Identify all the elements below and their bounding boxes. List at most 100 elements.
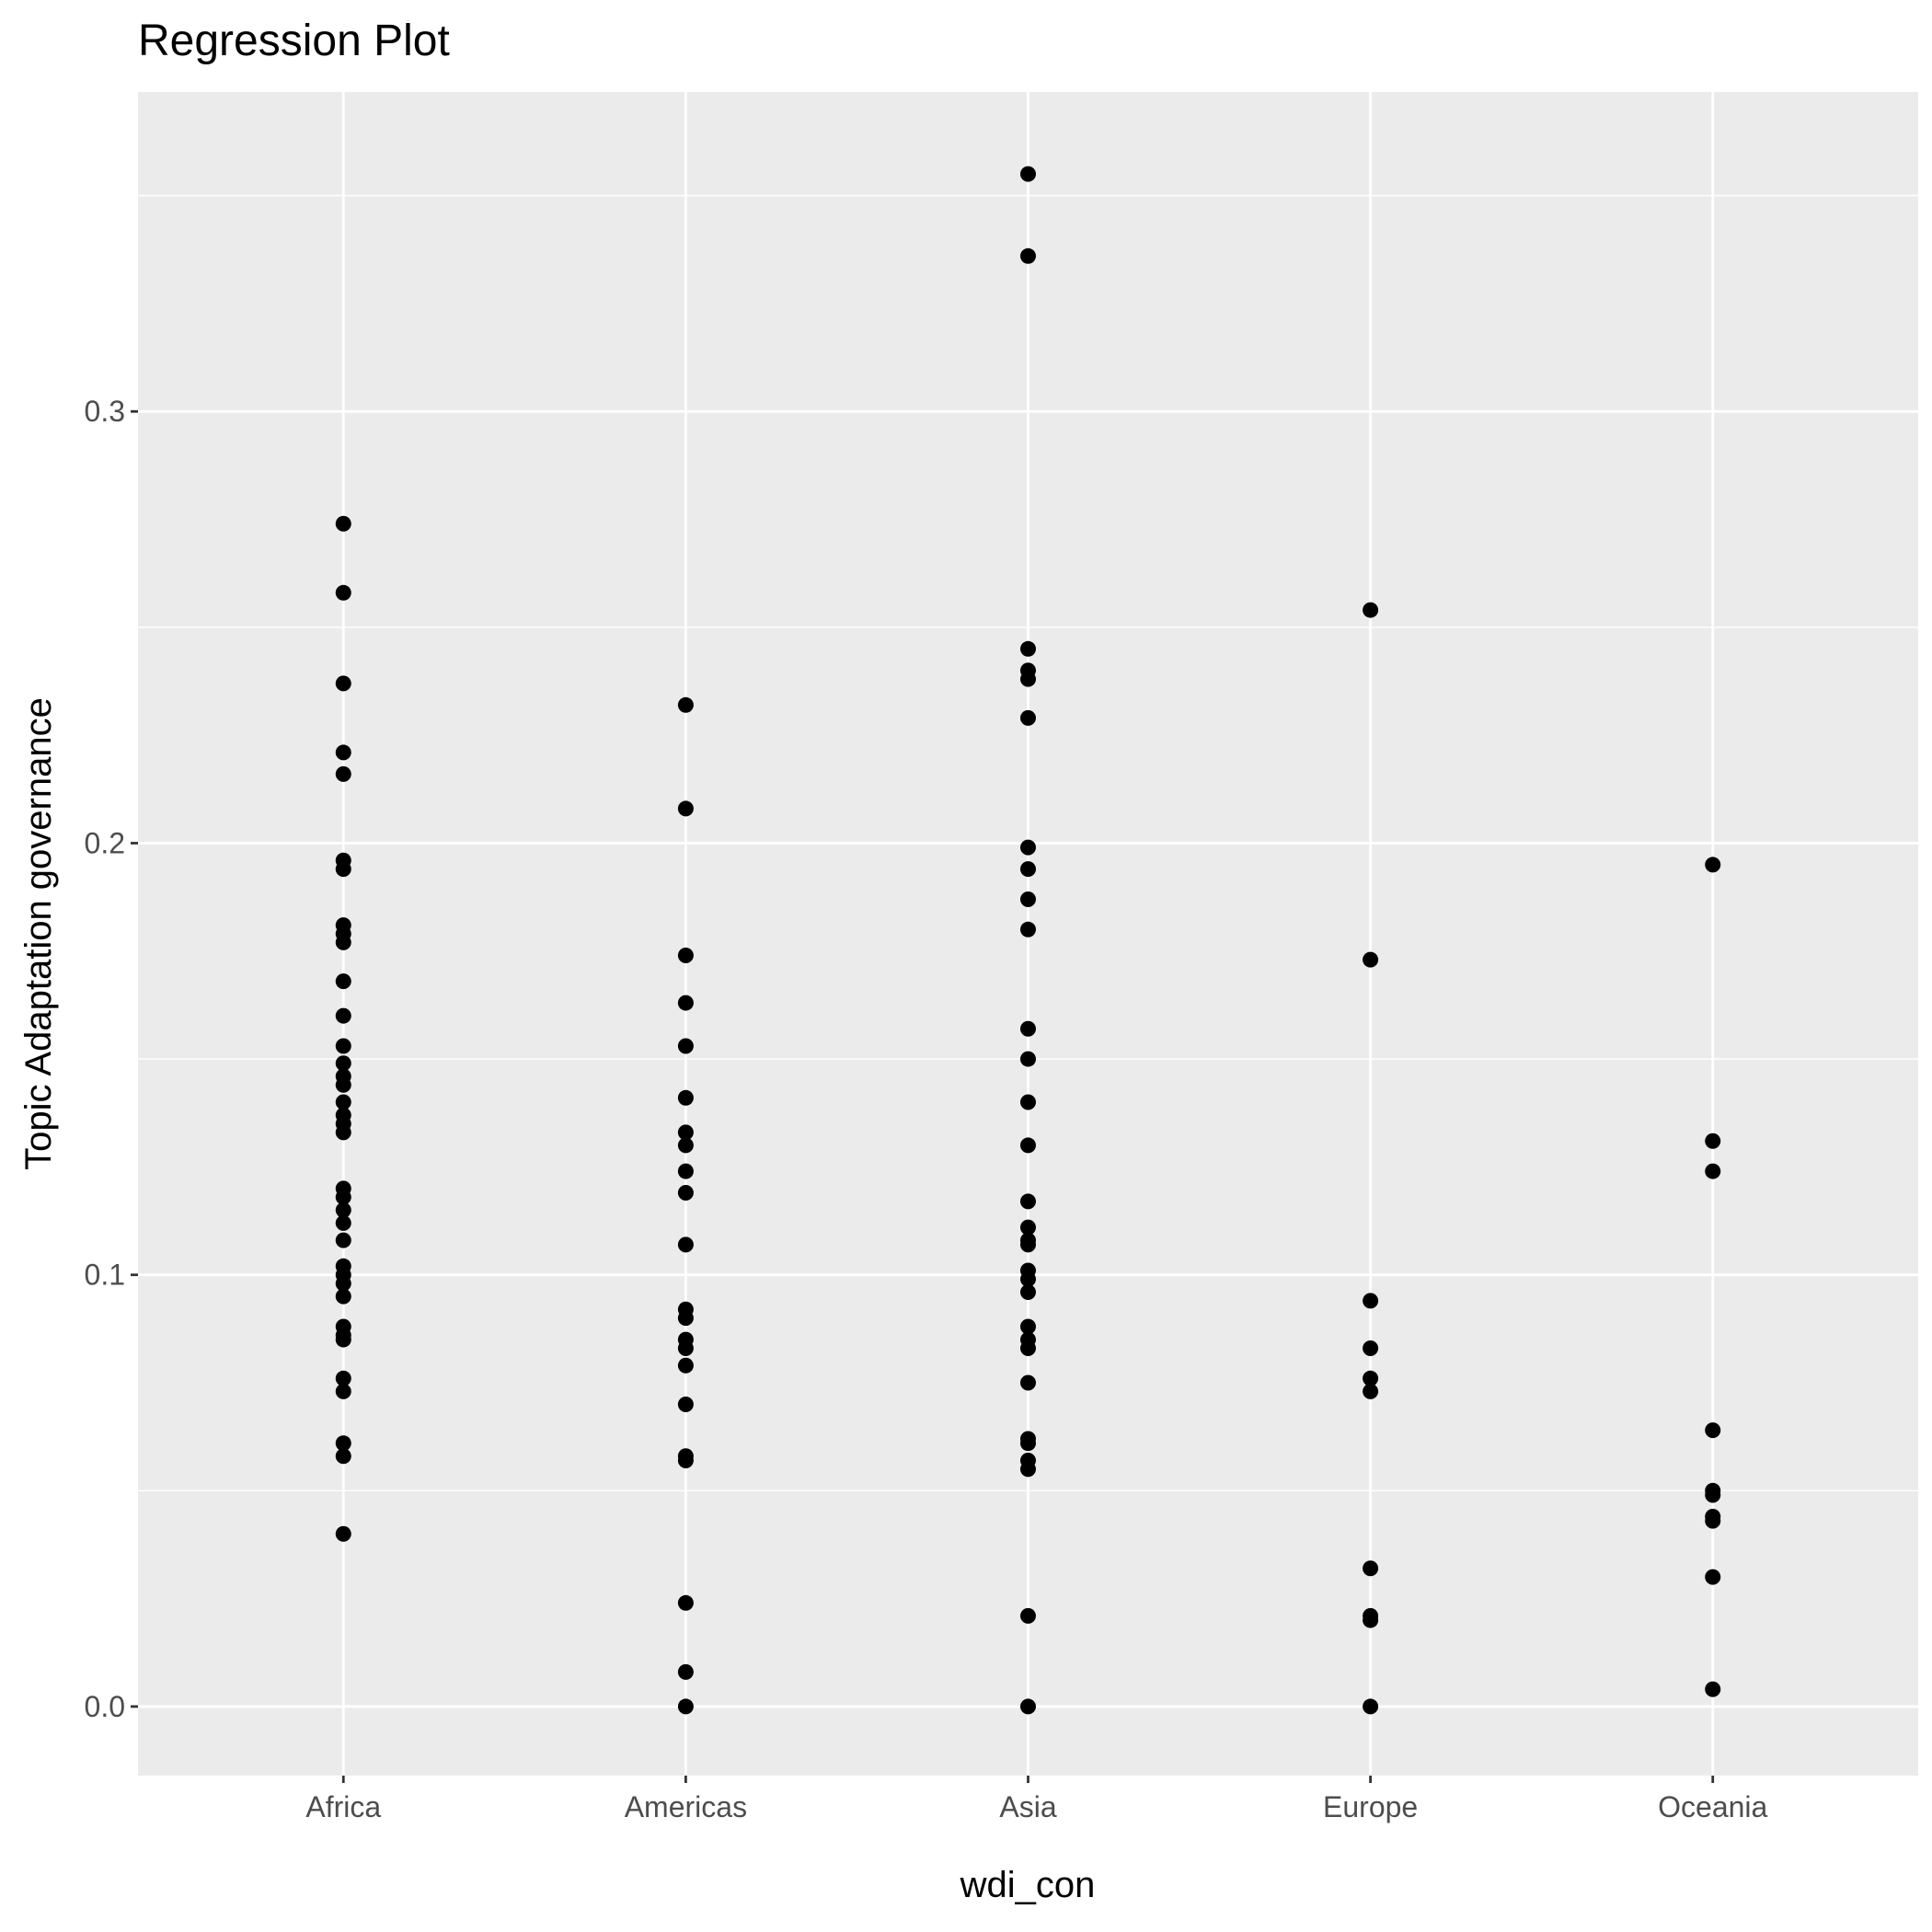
y-tick-label: 0.2 xyxy=(85,826,125,859)
data-point xyxy=(1020,1193,1036,1210)
data-point xyxy=(677,947,694,963)
data-point xyxy=(335,1331,351,1348)
data-point xyxy=(677,1236,694,1253)
data-point xyxy=(335,1448,351,1465)
data-point xyxy=(677,1137,694,1154)
data-point xyxy=(1705,1512,1721,1529)
x-tick-label: Europe xyxy=(1323,1790,1418,1823)
data-point xyxy=(1363,1370,1379,1386)
data-point xyxy=(335,1383,351,1399)
data-point xyxy=(1020,1094,1036,1110)
data-point xyxy=(1020,1271,1036,1287)
data-point xyxy=(1020,671,1036,687)
data-point xyxy=(1020,1435,1036,1452)
data-point xyxy=(677,1124,694,1141)
data-point xyxy=(1363,1340,1379,1356)
data-point xyxy=(1705,1487,1721,1503)
data-point xyxy=(1705,1569,1721,1585)
data-point xyxy=(335,1435,351,1452)
data-point xyxy=(335,1232,351,1248)
data-point xyxy=(335,744,351,761)
data-point xyxy=(1363,951,1379,968)
data-point xyxy=(335,973,351,990)
y-tick-label: 0.3 xyxy=(85,395,125,428)
data-point xyxy=(677,1594,694,1611)
data-point xyxy=(1020,1236,1036,1253)
data-point xyxy=(335,1055,351,1072)
x-axis: Africa Americas Asia Europe Oceania xyxy=(305,1776,1768,1823)
data-point xyxy=(677,1663,694,1680)
data-point xyxy=(677,1698,694,1715)
data-point xyxy=(335,1094,351,1110)
data-point xyxy=(1705,1163,1721,1179)
data-point xyxy=(335,515,351,532)
data-point xyxy=(677,1396,694,1412)
y-tick-label: 0.0 xyxy=(85,1690,125,1723)
y-axis: 0.0 0.1 0.2 0.3 xyxy=(85,395,138,1723)
data-point xyxy=(677,1089,694,1106)
data-point xyxy=(1020,709,1036,726)
data-point xyxy=(1363,1698,1379,1715)
chart-title: Regression Plot xyxy=(138,17,450,65)
data-point xyxy=(1020,1698,1036,1715)
data-point xyxy=(335,675,351,692)
data-point xyxy=(1363,1612,1379,1628)
data-point xyxy=(677,995,694,1011)
data-point xyxy=(1363,602,1379,618)
data-point xyxy=(1020,1340,1036,1356)
data-point xyxy=(1020,1137,1036,1154)
data-point xyxy=(1020,640,1036,657)
data-point xyxy=(335,1288,351,1305)
data-point xyxy=(1020,891,1036,907)
data-point xyxy=(335,1076,351,1093)
data-point xyxy=(1705,857,1721,873)
data-point xyxy=(1363,1293,1379,1309)
data-point xyxy=(1020,1051,1036,1067)
data-point xyxy=(1363,1383,1379,1399)
data-point xyxy=(677,1310,694,1327)
data-point xyxy=(1020,1461,1036,1478)
data-point xyxy=(1020,1219,1036,1236)
data-point xyxy=(677,1452,694,1468)
data-point xyxy=(677,1038,694,1054)
data-point xyxy=(1020,166,1036,182)
data-point xyxy=(335,934,351,950)
y-tick-label: 0.1 xyxy=(85,1259,125,1292)
data-point xyxy=(1705,1422,1721,1439)
data-point xyxy=(677,696,694,713)
data-point xyxy=(335,861,351,878)
x-tick-label: Americas xyxy=(625,1790,747,1823)
data-point xyxy=(335,1214,351,1231)
data-point xyxy=(1705,1681,1721,1697)
x-tick-label: Oceania xyxy=(1658,1790,1767,1823)
data-point xyxy=(677,800,694,817)
data-point xyxy=(677,1185,694,1202)
data-point xyxy=(1020,1374,1036,1391)
data-point xyxy=(677,1357,694,1374)
data-point xyxy=(1020,247,1036,264)
data-point xyxy=(335,1202,351,1218)
data-point xyxy=(1705,1133,1721,1149)
data-point xyxy=(335,1124,351,1141)
x-axis-title: wdi_con xyxy=(960,1865,1096,1905)
data-point xyxy=(1363,1560,1379,1577)
data-point xyxy=(335,1525,351,1542)
y-axis-title: Topic Adaptation governance xyxy=(18,697,59,1170)
data-point xyxy=(1020,921,1036,937)
x-tick-label: Asia xyxy=(999,1790,1056,1823)
data-point xyxy=(335,1370,351,1386)
data-point xyxy=(1020,861,1036,878)
data-point xyxy=(1020,1318,1036,1335)
data-point xyxy=(335,584,351,601)
data-point xyxy=(1020,1607,1036,1624)
data-point xyxy=(1020,1020,1036,1037)
data-points xyxy=(335,166,1721,1715)
data-point xyxy=(335,1038,351,1054)
data-point xyxy=(1020,839,1036,856)
x-tick-label: Africa xyxy=(305,1790,381,1823)
data-point xyxy=(335,765,351,782)
data-point xyxy=(335,1189,351,1205)
data-point xyxy=(335,1275,351,1292)
data-point xyxy=(677,1340,694,1356)
